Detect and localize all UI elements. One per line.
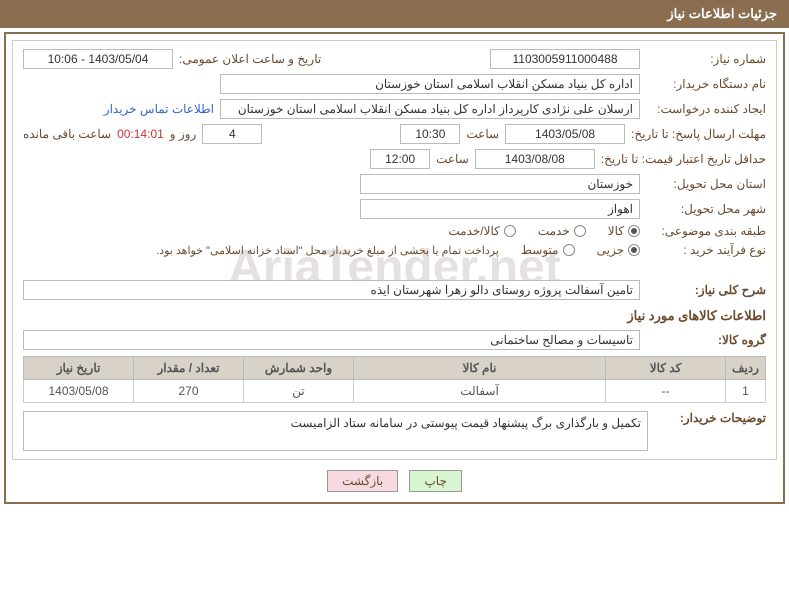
hour-label-2: ساعت [436,152,469,166]
deadline-date-field: 1403/05/08 [505,124,625,144]
radio-partial[interactable]: جزیی [597,243,640,257]
category-label: طبقه بندی موضوعی: [646,224,766,238]
radio-medium[interactable]: متوسط [521,243,575,257]
radio-goodservice[interactable]: کالا/خدمت [448,224,515,238]
table-cell: 1 [726,380,766,403]
buyer-org-label: نام دستگاه خریدار: [646,77,766,91]
radio-service-label: خدمت [538,224,570,238]
radio-medium-label: متوسط [521,243,559,257]
table-cell: آسفالت [354,380,606,403]
overall-field: تامین آسفالت پروژه روستای دالو زهرا شهرس… [23,280,640,300]
buyer-notes-label: توضیحات خریدار: [656,411,766,451]
announce-label: تاریخ و ساعت اعلان عمومی: [179,52,321,66]
table-row: 1--آسفالتتن2701403/05/08 [24,380,766,403]
items-table: ردیفکد کالانام کالاواحد شمارشتعداد / مقد… [23,356,766,403]
table-header: ردیف [726,357,766,380]
delivery-city-label: شهر محل تحویل: [646,202,766,216]
requester-label: ایجاد کننده درخواست: [646,102,766,116]
buytype-label: نوع فرآیند خرید : [646,243,766,257]
radio-service[interactable]: خدمت [538,224,586,238]
need-no-field: 1103005911000488 [490,49,640,69]
overall-label: شرح کلی نیاز: [646,283,766,297]
table-header: تاریخ نیاز [24,357,134,380]
table-cell: -- [606,380,726,403]
radio-goods-label: کالا [608,224,624,238]
days-field: 4 [202,124,262,144]
radio-partial-label: جزیی [597,243,624,257]
need-no-label: شماره نیاز: [646,52,766,66]
table-cell: تن [244,380,354,403]
announce-field: 1403/05/04 - 10:06 [23,49,173,69]
payment-note: پرداخت تمام یا بخشی از مبلغ خرید،از محل … [156,244,499,257]
validity-date-field: 1403/08/08 [475,149,595,169]
hour-label-1: ساعت [466,127,499,141]
contact-link[interactable]: اطلاعات تماس خریدار [104,102,214,116]
footer: چاپ بازگشت [12,460,777,496]
items-title: اطلاعات کالاهای مورد نیاز [23,308,766,324]
table-header: واحد شمارش [244,357,354,380]
delivery-prov-field: خوزستان [360,174,640,194]
outer-frame: شماره نیاز: 1103005911000488 تاریخ و ساع… [4,32,785,504]
table-cell: 270 [134,380,244,403]
delivery-city-field: اهواز [360,199,640,219]
buyer-notes-box: تکمیل و بارگذاری برگ پیشنهاد قیمت پیوستی… [23,411,648,451]
validity-time-field: 12:00 [370,149,430,169]
buyer-org-field: اداره کل بنیاد مسکن انقلاب اسلامی استان … [220,74,640,94]
table-cell: 1403/05/08 [24,380,134,403]
back-button[interactable]: بازگشت [327,470,398,492]
requester-field: ارسلان علی نژادی کارپرداز اداره کل بنیاد… [220,99,640,119]
days-after-label: روز و [170,127,197,141]
radio-goodservice-label: کالا/خدمت [448,224,499,238]
table-header: نام کالا [354,357,606,380]
inner-frame: شماره نیاز: 1103005911000488 تاریخ و ساع… [12,40,777,460]
deadline-label: مهلت ارسال پاسخ: تا تاریخ: [631,127,766,141]
print-button[interactable]: چاپ [409,470,461,492]
radio-goods[interactable]: کالا [608,224,640,238]
remaining-label: ساعت باقی مانده [23,127,111,141]
page-header: جزئیات اطلاعات نیاز [0,0,789,28]
deadline-time-field: 10:30 [400,124,460,144]
validity-label: حداقل تاریخ اعتبار قیمت: تا تاریخ: [601,152,766,166]
delivery-prov-label: استان محل تحویل: [646,177,766,191]
group-label: گروه کالا: [646,333,766,347]
table-header: کد کالا [606,357,726,380]
countdown: 00:14:01 [117,127,164,141]
group-field: تاسیسات و مصالح ساختمانی [23,330,640,350]
table-header: تعداد / مقدار [134,357,244,380]
